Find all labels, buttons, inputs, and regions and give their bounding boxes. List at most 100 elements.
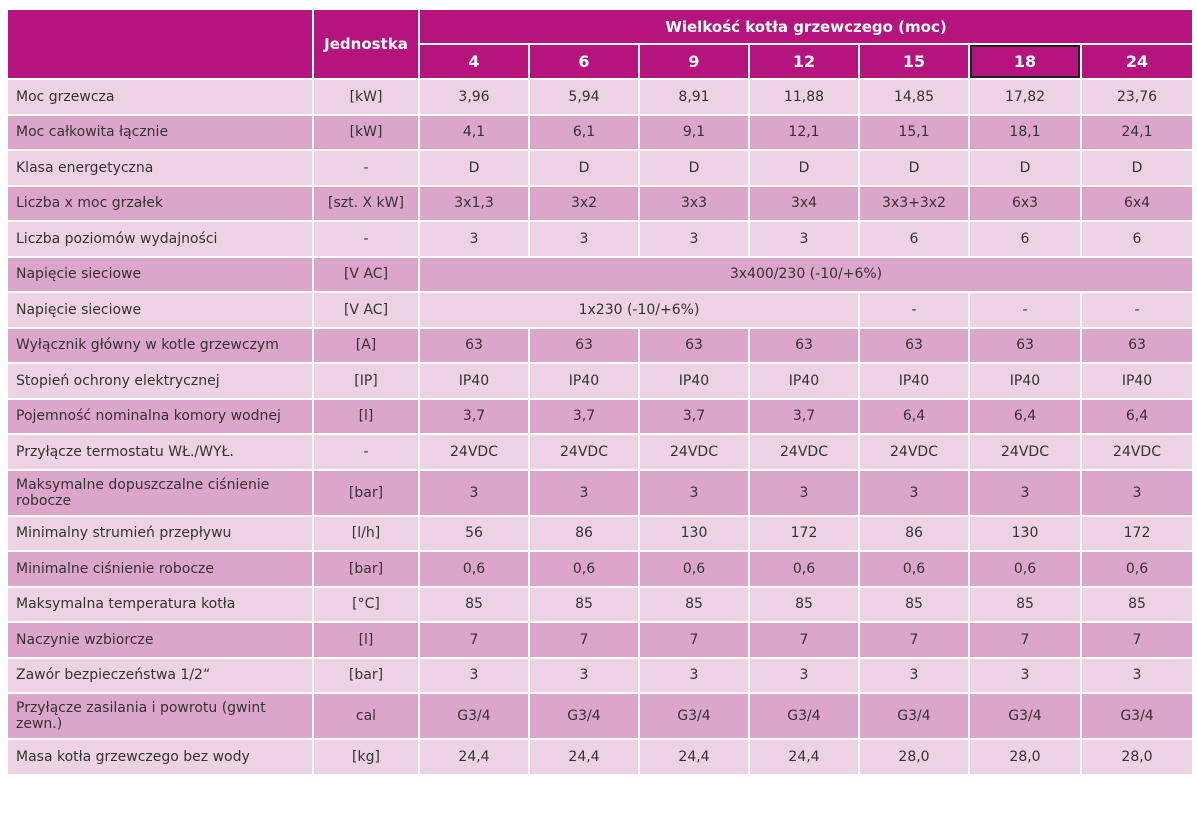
- value-cell: 17,82: [968, 78, 1082, 116]
- table-row: Napięcie sieciowe [V AC] 3x400/230 (-10/+6…: [6, 255, 1195, 293]
- row-label: Pojemność nominalna komory wodnej: [6, 397, 314, 435]
- value-cell: 3: [638, 220, 750, 258]
- row-unit: [bar]: [312, 468, 420, 517]
- value-cell: D: [968, 149, 1082, 187]
- value-cell: 3: [1079, 468, 1195, 517]
- value-cell: G3/4: [528, 692, 640, 740]
- value-cell: 3: [418, 656, 530, 694]
- value-cell: 3: [968, 656, 1082, 694]
- value-cell: 24VDC: [1079, 433, 1195, 471]
- table-row: Maksymalne dopuszczalne ciśnienie robocz…: [6, 468, 1195, 517]
- size-header-4: 4: [418, 43, 530, 80]
- value-cell: 3x3+3x2: [858, 184, 970, 222]
- row-label: Zawór bezpieczeństwa 1/2“: [6, 656, 314, 694]
- row-unit: -: [312, 220, 420, 258]
- value-cell: G3/4: [638, 692, 750, 740]
- value-cell: 9,1: [638, 113, 750, 151]
- row-unit: [°C]: [312, 585, 420, 623]
- value-cell: 24VDC: [638, 433, 750, 471]
- value-cell: G3/4: [1079, 692, 1195, 740]
- row-unit: [kW]: [312, 78, 420, 116]
- value-cell: 24,4: [418, 738, 530, 776]
- row-unit: cal: [312, 692, 420, 740]
- boiler-size-group-header: Wielkość kotła grzewczego (moc): [417, 8, 1195, 45]
- table-row: Liczba x moc grzałek [szt. X kW] 3x1,3 3x2 3…: [6, 184, 1195, 222]
- table-row: Napięcie sieciowe [V AC] 1x230 (-10/+6%) - -…: [6, 291, 1195, 329]
- row-label: Masa kotła grzewczego bez wody: [6, 738, 314, 776]
- value-cell: 7: [528, 621, 640, 659]
- value-cell: 4,1: [418, 113, 530, 151]
- unit-column-header: Jednostka: [312, 8, 420, 80]
- value-cell: 3: [638, 468, 750, 517]
- row-label: Napięcie sieciowe: [6, 255, 314, 293]
- value-cell: 28,0: [1079, 738, 1195, 776]
- value-cell: 6,4: [1079, 397, 1195, 435]
- value-cell: 3,7: [418, 397, 530, 435]
- row-label: Minimalne ciśnienie robocze: [6, 550, 314, 588]
- value-cell: D: [418, 149, 530, 187]
- table-row: Przyłącze zasilania i powrotu (gwint zew…: [6, 692, 1195, 740]
- row-unit: [szt. X kW]: [312, 184, 420, 222]
- row-label: Moc grzewcza: [6, 78, 314, 116]
- row-unit: [A]: [312, 326, 420, 364]
- value-cell: 56: [418, 514, 530, 552]
- table-row: Moc całkowita łącznie [kW] 4,1 6,1 9,1 12,1 15…: [6, 113, 1195, 151]
- table-row: Masa kotła grzewczego bez wody [kg] 24,4 24…: [6, 738, 1195, 776]
- value-cell: 85: [968, 585, 1082, 623]
- value-cell: 85: [858, 585, 970, 623]
- value-cell: 7: [858, 621, 970, 659]
- row-unit: [l/h]: [312, 514, 420, 552]
- value-cell: D: [638, 149, 750, 187]
- value-cell: 24,1: [1079, 113, 1195, 151]
- value-cell: IP40: [748, 362, 860, 400]
- value-cell: 130: [968, 514, 1082, 552]
- value-cell: 3: [418, 220, 530, 258]
- value-cell: 6,4: [858, 397, 970, 435]
- table-row: Pojemność nominalna komory wodnej [l] 3,7 3…: [6, 397, 1195, 435]
- value-cell: 3: [858, 468, 970, 517]
- value-cell: G3/4: [968, 692, 1082, 740]
- merged-value-cell: 1x230 (-10/+6%): [418, 291, 860, 329]
- value-cell: 23,76: [1079, 78, 1195, 116]
- value-cell: 3: [418, 468, 530, 517]
- value-cell: 8,91: [638, 78, 750, 116]
- value-cell: 3,96: [418, 78, 530, 116]
- value-cell: 0,6: [638, 550, 750, 588]
- value-cell: 3,7: [638, 397, 750, 435]
- value-cell: 3x1,3: [418, 184, 530, 222]
- value-cell: 172: [748, 514, 860, 552]
- value-cell: 172: [1079, 514, 1195, 552]
- table-row: Maksymalna temperatura kotła [°C] 85 85 85 85…: [6, 585, 1195, 623]
- value-cell: 24,4: [528, 738, 640, 776]
- value-cell: 85: [1079, 585, 1195, 623]
- row-unit: [bar]: [312, 656, 420, 694]
- value-cell: -: [968, 291, 1082, 329]
- value-cell: 130: [638, 514, 750, 552]
- table-row: Liczba poziomów wydajności -3 3 3 3 6 6 6: [6, 220, 1195, 258]
- value-cell: 6: [858, 220, 970, 258]
- row-label: Maksymalna temperatura kotła: [6, 585, 314, 623]
- size-header-18: 18: [968, 43, 1082, 80]
- row-label: Stopień ochrony elektrycznej: [6, 362, 314, 400]
- table-row: Klasa energetyczna - D D D D D D D: [6, 149, 1195, 187]
- boiler-spec-table: Jednostka Wielkość kotła grzewczego (moc…: [6, 8, 1195, 776]
- table-row: Minimalny strumień przepływu [l/h] 56 86 130…: [6, 514, 1195, 552]
- value-cell: 3: [528, 220, 640, 258]
- value-cell: 3: [638, 656, 750, 694]
- value-cell: D: [748, 149, 860, 187]
- value-cell: 3: [858, 656, 970, 694]
- value-cell: 24,4: [748, 738, 860, 776]
- value-cell: 3: [748, 656, 860, 694]
- value-cell: -: [858, 291, 970, 329]
- row-label: Moc całkowita łącznie: [6, 113, 314, 151]
- table-row: Stopień ochrony elektrycznej [IP] IP40 IP40…: [6, 362, 1195, 400]
- row-label: Wyłącznik główny w kotle grzewczym: [6, 326, 314, 364]
- value-cell: 6: [968, 220, 1082, 258]
- row-label: Minimalny strumień przepływu: [6, 514, 314, 552]
- value-cell: 3: [528, 656, 640, 694]
- value-cell: 14,85: [858, 78, 970, 116]
- value-cell: 3: [748, 468, 860, 517]
- value-cell: 6x3: [968, 184, 1082, 222]
- value-cell: 6,1: [528, 113, 640, 151]
- value-cell: 24VDC: [968, 433, 1082, 471]
